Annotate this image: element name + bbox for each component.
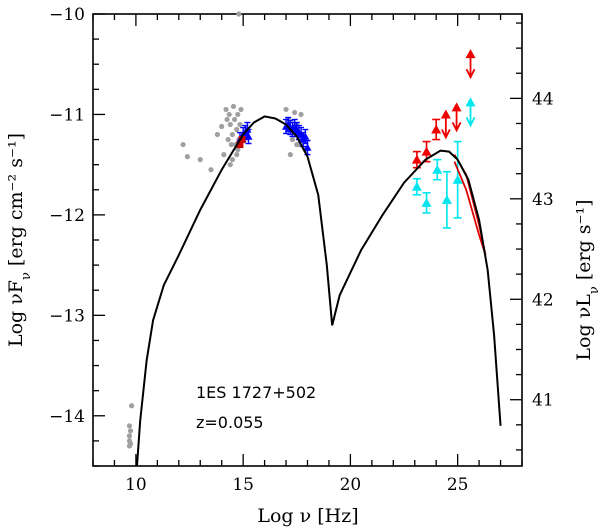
lat-high-upper-limit	[451, 102, 462, 112]
archival-point	[197, 157, 203, 163]
archival-point	[235, 111, 241, 118]
lat-high-upper-limit	[440, 109, 451, 119]
lat-low-point	[441, 194, 452, 204]
archival-point	[234, 152, 240, 158]
archival-point	[229, 131, 236, 138]
y-right-units: [erg s⁻¹]	[573, 199, 595, 286]
lat-low-point	[421, 197, 432, 207]
archival-point	[224, 116, 230, 123]
right-tick-label: 43	[532, 190, 554, 210]
lat-high-point	[411, 154, 422, 164]
right-tick-label: 41	[532, 391, 554, 411]
y-right-sub: ν	[587, 286, 600, 294]
archival-point	[223, 106, 229, 113]
right-tick-label: 42	[532, 290, 554, 310]
lat-high-point	[421, 146, 432, 156]
swift-point	[301, 132, 310, 140]
archival-point	[292, 109, 298, 116]
y-axis-label-left: Log νFν [erg cm⁻² s⁻¹]	[5, 133, 34, 347]
right-tick-label: 44	[532, 89, 554, 109]
y-tick-label: −12	[49, 206, 85, 226]
archival-point	[234, 126, 240, 133]
data-marks	[126, 11, 502, 467]
archival-point	[126, 433, 133, 439]
swift-point	[303, 143, 312, 151]
y-left-sub: ν	[19, 272, 34, 280]
x-axis-label: Log ν [Hz]	[257, 505, 358, 527]
archival-point	[219, 123, 225, 130]
archival-point	[180, 141, 186, 148]
annotation-source: 1ES 1727+502	[196, 383, 316, 402]
swift-point	[244, 132, 253, 140]
x-tick-label: 10	[125, 475, 147, 495]
archival-point	[294, 141, 300, 148]
archival-point	[229, 157, 236, 163]
tick-labels: 10 15 20 25 −14 −13 −12 −11 −10 41 42 43 44	[49, 5, 554, 495]
archival-point	[129, 403, 135, 409]
archival-point	[126, 423, 133, 429]
annotation-redshift: z=0.055	[196, 413, 264, 432]
lat-high-point	[431, 124, 442, 134]
archival-point	[226, 111, 232, 118]
lat-low-upper-limit	[465, 97, 476, 107]
ssc-model-curve	[135, 115, 502, 467]
y-left-units: [erg cm⁻² s⁻¹]	[5, 133, 27, 272]
y-tick-label: −14	[49, 407, 85, 427]
lat-high-upper-limit	[465, 49, 476, 59]
archival-point	[214, 131, 221, 138]
archival-point	[227, 121, 233, 128]
x-tick-label: 15	[232, 475, 254, 495]
lat-low-point	[411, 181, 422, 191]
x-tick-label: 20	[340, 475, 362, 495]
uvot-point	[238, 136, 246, 144]
y-tick-label: −10	[49, 5, 85, 25]
axis-ticks	[92, 13, 523, 467]
archival-point	[184, 154, 190, 160]
y-tick-label: −11	[49, 105, 85, 125]
archival-point	[230, 103, 237, 110]
y-right-main: Log νL	[573, 294, 595, 361]
archival-point	[225, 136, 231, 143]
archival-point	[208, 167, 214, 173]
uvot-point	[236, 141, 244, 149]
archival-point	[127, 441, 134, 447]
x-tick-label: 25	[447, 475, 469, 495]
archival-point	[231, 116, 238, 123]
archival-point	[298, 111, 304, 118]
archival-point	[238, 106, 244, 113]
archival-point	[227, 162, 233, 168]
archival-point	[287, 152, 293, 158]
archival-point	[221, 152, 227, 158]
archival-point	[237, 121, 243, 128]
archival-point	[283, 106, 289, 113]
archival-point	[236, 11, 242, 17]
tev-bowtie	[453, 154, 487, 256]
archival-point	[228, 141, 234, 148]
lat-low-point	[452, 174, 463, 184]
y-tick-label: −13	[49, 306, 85, 326]
y-left-main: Log νF	[5, 280, 27, 347]
archival-point	[289, 136, 296, 143]
archival-point	[235, 147, 241, 153]
y-axis-label-right: Log νLν [erg s⁻¹]	[573, 199, 600, 360]
lat-low-point	[432, 164, 443, 174]
archival-point	[127, 428, 134, 434]
